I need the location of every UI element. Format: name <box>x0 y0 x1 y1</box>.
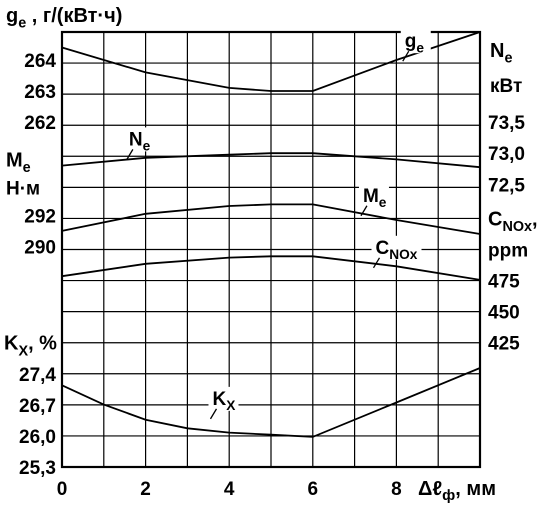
tick-label-kx: 27,4 <box>19 365 56 386</box>
axis-unit-ne: кВт <box>490 76 522 97</box>
axis-unit-me: Н·м <box>6 178 40 199</box>
series-label-leader <box>402 50 410 62</box>
tick-label-cnox: 450 <box>488 303 520 324</box>
series-label-CNOx: CNOx <box>376 238 418 262</box>
plot-frame <box>60 30 482 469</box>
tick-label-ne: 72,5 <box>488 175 525 196</box>
tick-label-me: 292 <box>24 206 56 227</box>
axis-title-me: Me <box>6 149 31 176</box>
series-label-bg <box>371 235 422 260</box>
series-label-bg <box>124 127 155 152</box>
tick-label-x: 4 <box>224 479 235 500</box>
series-line-Ne <box>61 152 481 169</box>
tick-label-ne: 73,0 <box>488 144 525 165</box>
tick-label-kx: 26,0 <box>19 427 56 448</box>
axis-title-ge: ge , г/(кВт·ч) <box>6 5 122 32</box>
series-label-leader <box>360 205 368 217</box>
tick-label-ne: 73,5 <box>488 113 525 134</box>
series-label-leader <box>209 408 218 420</box>
axis-title-cnox: CNOx, <box>488 208 538 235</box>
series-line-Kx <box>61 367 481 438</box>
axis-unit-cnox: ppm <box>488 241 528 262</box>
axis-title-x: Δℓф, мм <box>418 478 496 504</box>
series-label-bg <box>400 29 431 54</box>
series-label-leader <box>126 149 134 160</box>
grid <box>62 32 480 467</box>
tick-label-ge: 263 <box>24 82 56 103</box>
series-label-Kx: KX <box>212 389 235 413</box>
tick-label-kx: 25,3 <box>19 458 56 479</box>
tick-label-x: 2 <box>140 479 151 500</box>
series-label-Me: Me <box>363 186 387 210</box>
axis-title-kx: KX, % <box>4 333 57 360</box>
series-label-bg <box>208 386 239 411</box>
tick-label-ge: 262 <box>24 113 56 134</box>
tick-label-x: 8 <box>391 479 402 500</box>
tick-label-me: 290 <box>24 237 56 258</box>
tick-label-x: 6 <box>308 479 319 500</box>
series-layer: ge Ne Me CNOx KX <box>61 29 481 438</box>
axis-title-ne: Ne <box>490 40 512 67</box>
series-label-leader <box>372 257 381 269</box>
series-label-ge: ge <box>405 31 425 55</box>
tick-label-kx: 26,7 <box>19 396 56 417</box>
tick-label-cnox: 425 <box>488 334 520 355</box>
series-line-ge <box>61 31 481 92</box>
tick-label-ge: 264 <box>24 51 56 72</box>
series-label-bg <box>358 183 389 208</box>
series-line-CNOx <box>61 255 481 281</box>
series-line-Me <box>61 203 481 235</box>
series-label-Ne: Ne <box>129 129 151 153</box>
tick-label-x: 0 <box>57 479 68 500</box>
tick-label-cnox: 475 <box>488 272 520 293</box>
